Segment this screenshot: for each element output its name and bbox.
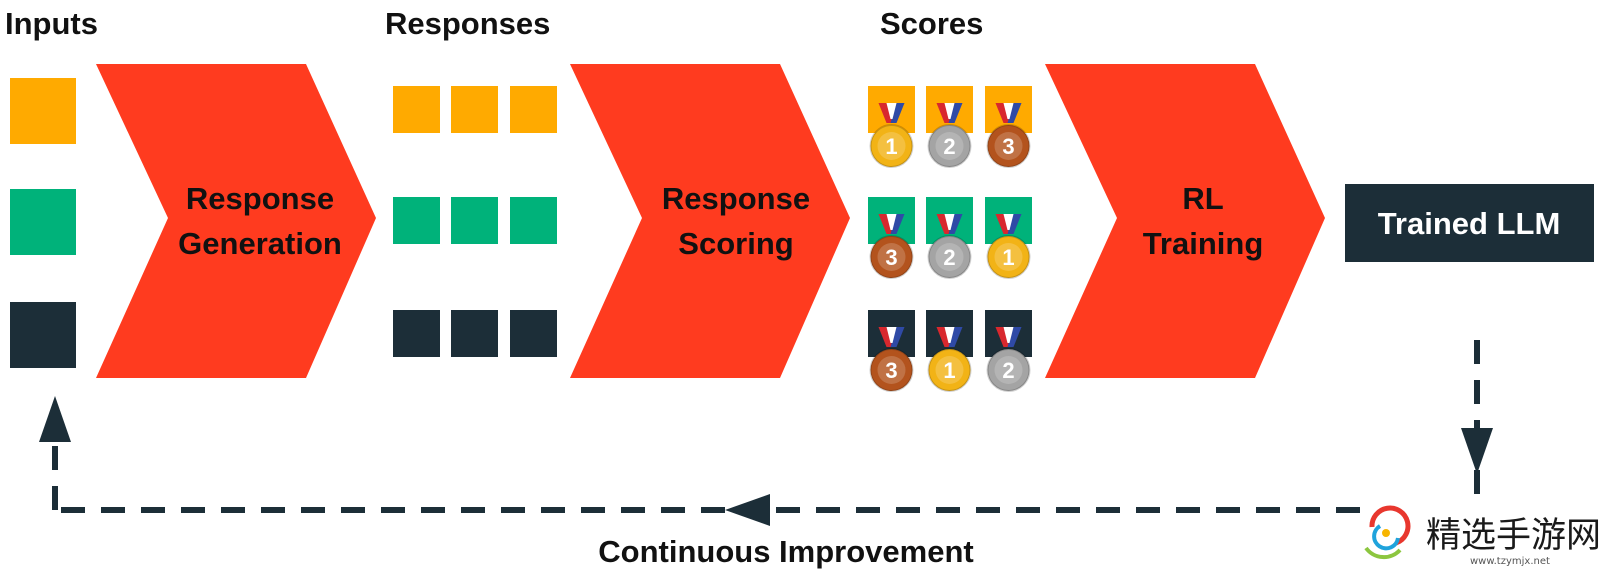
- medal-rank: 1: [943, 358, 955, 383]
- response-square: [451, 197, 498, 244]
- trained-llm-box: [1345, 184, 1594, 262]
- input-square: [10, 78, 76, 144]
- response-square: [393, 86, 440, 133]
- bronze-medal-icon: 3: [869, 327, 914, 392]
- response-square: [393, 310, 440, 357]
- medal-rank: 2: [1002, 358, 1014, 383]
- stage-label-line1: Response: [662, 181, 810, 216]
- stage-label-line1: RL: [1182, 181, 1223, 216]
- responses-grid: [393, 86, 557, 357]
- response-square: [510, 86, 557, 133]
- medal-rank: 1: [885, 134, 897, 159]
- arrow-left-icon: [725, 494, 770, 526]
- silver-medal-icon: 2: [986, 327, 1031, 392]
- watermark-url: www.tzymjx.net: [1470, 556, 1550, 567]
- response-square: [510, 310, 557, 357]
- response-square: [510, 197, 557, 244]
- input-square: [10, 302, 76, 368]
- responses-heading: Responses: [385, 6, 550, 41]
- stage-label-line2: Generation: [178, 226, 342, 261]
- stage-label-line1: Response: [186, 181, 334, 216]
- chevron-response-generation: [96, 64, 376, 378]
- response-square: [393, 197, 440, 244]
- gold-medal-icon: 1: [927, 327, 972, 392]
- arrow-up-icon: [39, 396, 71, 442]
- gold-medal-icon: 1: [869, 103, 914, 168]
- silver-medal-icon: 2: [927, 214, 972, 279]
- medal-rank: 3: [1002, 134, 1014, 159]
- inputs-column: [10, 78, 76, 368]
- chevron-response-scoring: [570, 64, 850, 378]
- bronze-medal-icon: 3: [986, 103, 1031, 168]
- swirl-logo-icon: [1364, 505, 1411, 560]
- stage-label-line2: Scoring: [678, 226, 793, 261]
- inputs-heading: Inputs: [5, 6, 98, 41]
- input-square: [10, 189, 76, 255]
- chevron-rl-training: [1045, 64, 1325, 378]
- watermark-name: 精选手游网: [1426, 516, 1600, 556]
- continuous-improvement-label: Continuous Improvement: [598, 534, 973, 569]
- scores-heading: Scores: [880, 6, 983, 41]
- gold-medal-icon: 1: [986, 214, 1031, 279]
- response-square: [451, 86, 498, 133]
- stage-label-line2: Training: [1143, 226, 1264, 261]
- watermark: 精选手游网 www.tzymjx.net: [1364, 505, 1600, 567]
- arrow-down-icon: [1461, 428, 1493, 474]
- scores-grid: 1 2 3 3 2 1 3 1 2: [868, 86, 1032, 392]
- dashed-arrow-loop-icon: [52, 340, 1480, 513]
- silver-medal-icon: 2: [927, 103, 972, 168]
- bronze-medal-icon: 3: [869, 214, 914, 279]
- medal-rank: 3: [885, 245, 897, 270]
- medal-rank: 3: [885, 358, 897, 383]
- medal-rank: 2: [943, 245, 955, 270]
- medal-rank: 2: [943, 134, 955, 159]
- response-square: [451, 310, 498, 357]
- medal-rank: 1: [1002, 245, 1014, 270]
- trained-llm-label: Trained LLM: [1378, 206, 1561, 241]
